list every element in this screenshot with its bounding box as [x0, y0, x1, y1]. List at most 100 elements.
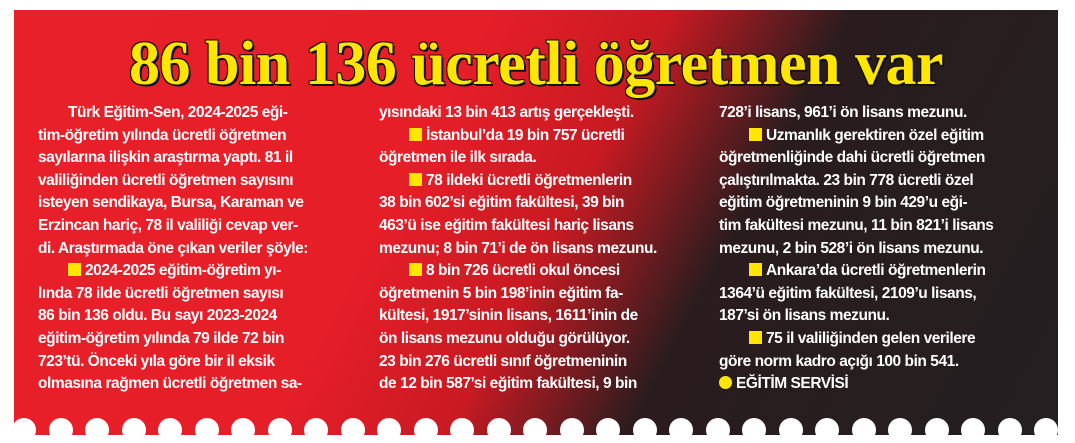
scallop-circle: [559, 418, 584, 442]
scallop-circle: [194, 418, 219, 442]
article-line: 1364’ü eğitim fakültesi, 2109’u lisans,: [719, 283, 1041, 306]
scallop-circle: [705, 418, 730, 442]
article-line: olmasına rağmen ücretli öğretmen sa-: [38, 373, 360, 396]
article-line: Erzincan hariç, 78 il valiliği cevap ver…: [38, 215, 360, 238]
article-line-text: 75 il valiliğinden gelen verilere: [766, 329, 976, 347]
scallop-circle: [267, 418, 292, 442]
article-line-text: 463’ü ise eğitim fakültesi hariç lisans: [379, 216, 634, 234]
article-line-text: göre norm kadro açığı 100 bin 541.: [719, 352, 959, 370]
yellow-circle-bullet-icon: [719, 376, 732, 390]
article-line-text: sayılarına ilişkin araştırma yaptı. 81 i…: [38, 149, 293, 167]
article-line-text: Türk Eğitim-Sen, 2024-2025 eği-: [68, 104, 288, 121]
yellow-square-bullet-icon: [409, 172, 422, 186]
scallop-circle: [778, 418, 803, 442]
article-line-text: ön lisans mezunu olduğu görülüyor.: [379, 329, 630, 347]
article-line-text: çalıştırılmakta. 23 bin 778 ücretli özel: [719, 171, 974, 189]
article-column-3: 728’i lisans, 961’i ön lisans mezunu. Uzm…: [719, 102, 1041, 396]
article-line: mezunu, 2 bin 528’i ön lisans mezunu.: [719, 238, 1041, 261]
article-line: eğitim öğretmeninin 9 bin 429’u eği-: [719, 192, 1041, 215]
article-line: öğretmenliğinde dahi ücretli öğretmen: [719, 147, 1041, 170]
article-line: öğretmen ile ilk sırada.: [379, 147, 701, 170]
article-line: 23 bin 276 ücretli sınıf öğretmeninin: [379, 351, 701, 374]
article-line-text: tim-öğretim yılında ücretli öğretmen: [38, 126, 287, 144]
article-line: tim fakültesi mezunu, 11 bin 821’i lisan…: [719, 215, 1041, 238]
article-line-text: mezunu, 2 bin 528’i ön lisans mezunu.: [719, 239, 984, 257]
article-line: 8 bin 726 ücretli okul öncesi: [379, 260, 701, 283]
scallop-circle: [742, 418, 766, 442]
article-line: yısındaki 13 bin 413 artış gerçekleşti.: [379, 102, 701, 125]
scallop-circle: [450, 418, 474, 442]
article-line-text: kültesi, 1917’sinin lisans, 1611’inin de: [379, 307, 638, 325]
scallop-circle: [377, 418, 401, 442]
scallop-circle: [340, 418, 365, 442]
yellow-square-bullet-icon: [749, 330, 762, 344]
article-line-text: de 12 bin 587’si eğitim fakültesi, 9 bin: [379, 375, 637, 393]
article-line: 75 il valiliğinden gelen verilere: [719, 328, 1041, 351]
scallop-circle: [815, 418, 839, 442]
article-line: Türk Eğitim-Sen, 2024-2025 eği-: [38, 102, 360, 125]
scallop-circle: [231, 418, 255, 442]
article-line-text: 23 bin 276 ücretli sınıf öğretmeninin: [379, 352, 627, 370]
article-line: 78 ildeki ücretli öğretmenlerin: [379, 170, 701, 193]
article-line-text: yısındaki 13 bin 413 artış gerçekleşti.: [379, 104, 634, 121]
scallop-circle: [669, 418, 693, 442]
scallop-circle: [85, 418, 109, 442]
article-line-text: eğitim öğretmeninin 9 bin 429’u eği-: [719, 194, 968, 212]
article-line: Uzmanlık gerektiren özel eğitim: [719, 125, 1041, 148]
article-line-text: 8 bin 726 ücretli okul öncesi: [426, 262, 620, 280]
headline: 86 bin 136 ücretli öğretmen var: [129, 30, 943, 98]
scallop-circle: [888, 418, 912, 442]
scallop-circle: [851, 418, 876, 442]
article-line-text: isteyen sendikaya, Bursa, Karaman ve: [38, 194, 304, 212]
article-line-text: 1364’ü eğitim fakültesi, 2109’u lisans,: [719, 284, 977, 302]
scallop-circle: [413, 418, 438, 442]
article-line: lında 78 ilde ücretli öğretmen sayısı: [38, 283, 360, 306]
article-line-text: 86 bin 136 oldu. Bu sayı 2023-2024: [38, 307, 277, 325]
article-line: de 12 bin 587’si eğitim fakültesi, 9 bin: [379, 373, 701, 396]
article-line: ön lisans mezunu olduğu görülüyor.: [379, 328, 701, 351]
article-line: İstanbul’da 19 bin 757 ücretli: [379, 125, 701, 148]
article-line-text: İstanbul’da 19 bin 757 ücretli: [426, 126, 625, 144]
article-line-text: 2024-2025 eğitim-öğretim yı-: [85, 262, 281, 280]
article-line-text: 187’si ön lisans mezunu.: [719, 307, 890, 325]
article-line: tim-öğretim yılında ücretli öğretmen: [38, 125, 360, 148]
article-line-text: 38 bin 602’si eğitim fakültesi, 39 bin: [379, 194, 625, 212]
article-line-text: 78 ildeki ücretli öğretmenlerin: [426, 171, 632, 189]
yellow-square-bullet-icon: [749, 127, 762, 141]
scalloped-edge: [0, 418, 1075, 443]
scallop-circle: [304, 418, 328, 442]
article-line: mezunu; 8 bin 71’i de ön lisans mezunu.: [379, 238, 701, 261]
article-line: 723’tü. Önceki yıla göre bir il eksik: [38, 351, 360, 374]
article-line-text: 728’i lisans, 961’i ön lisans mezunu.: [719, 104, 967, 121]
article-line-text: valiliğinden ücretli öğretmen sayısını: [38, 171, 294, 189]
article-column-1: Türk Eğitim-Sen, 2024-2025 eği-tim-öğret…: [38, 102, 360, 396]
article-line: 728’i lisans, 961’i ön lisans mezunu.: [719, 102, 1041, 125]
article-line: 187’si ön lisans mezunu.: [719, 305, 1041, 328]
article-line: EĞİTİM SERVİSİ: [719, 373, 1041, 396]
yellow-square-bullet-icon: [409, 263, 422, 277]
article-line: kültesi, 1917’sinin lisans, 1611’inin de: [379, 305, 701, 328]
article-line: 2024-2025 eğitim-öğretim yı-: [38, 260, 360, 283]
article-line: eğitim-öğretim yılında 79 ilde 72 bin: [38, 328, 360, 351]
yellow-square-bullet-icon: [409, 127, 422, 141]
article-line-text: tim fakültesi mezunu, 11 bin 821’i lisan…: [719, 216, 994, 234]
article-line: 38 bin 602’si eğitim fakültesi, 39 bin: [379, 192, 701, 215]
article-line-text: Ankara’da ücretli öğretmenlerin: [766, 262, 986, 280]
article-line: öğretmenin 5 bin 198’inin eğitim fa-: [379, 283, 701, 306]
scallop-circle: [486, 418, 511, 442]
yellow-square-bullet-icon: [68, 263, 81, 277]
scallop-circle: [1034, 418, 1058, 442]
article-line-text: öğretmen ile ilk sırada.: [379, 149, 537, 167]
article-line-text: lında 78 ilde ücretli öğretmen sayısı: [38, 284, 284, 302]
scallop-circle: [48, 418, 73, 442]
article-line-text: Uzmanlık gerektiren özel eğitim: [766, 126, 984, 144]
scallop-circle: [596, 418, 620, 442]
article-line: göre norm kadro açığı 100 bin 541.: [719, 351, 1041, 374]
news-article-panel: 86 bin 136 ücretli öğretmen var Türk Eği…: [14, 10, 1058, 435]
article-line-text: 723’tü. Önceki yıla göre bir il eksik: [38, 352, 275, 370]
article-line: çalıştırılmakta. 23 bin 778 ücretli özel: [719, 170, 1041, 193]
article-line-text: mezunu; 8 bin 71’i de ön lisans mezunu.: [379, 239, 657, 257]
article-column-2: yısındaki 13 bin 413 artış gerçekleşti. İ…: [379, 102, 701, 396]
scallop-circle: [924, 418, 949, 442]
scallop-circle: [121, 418, 146, 442]
